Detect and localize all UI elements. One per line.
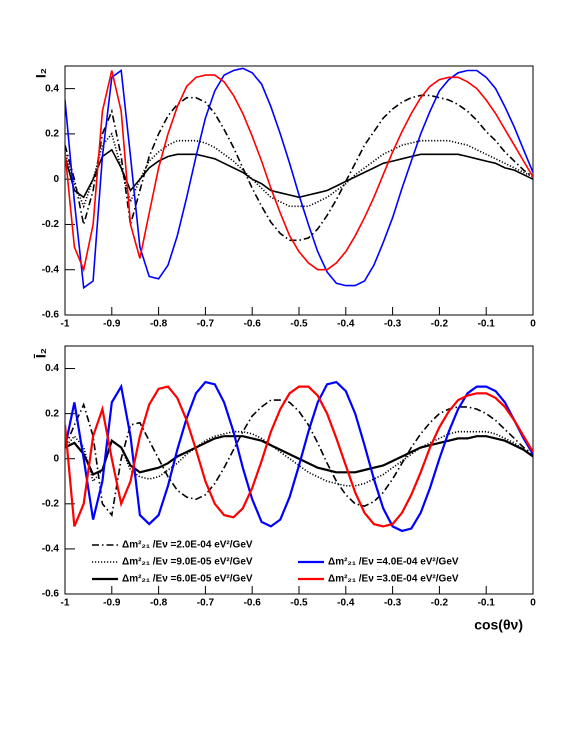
y-tick-label: 0.4 — [45, 363, 59, 374]
y-tick-label: -0.4 — [42, 264, 60, 275]
x-tick-label: -0.1 — [478, 319, 496, 330]
series-line — [65, 132, 533, 209]
y-tick-label: -0.6 — [42, 589, 60, 600]
series-line — [65, 435, 533, 476]
x-tick-label: -1 — [61, 319, 70, 330]
x-tick-label: -0.9 — [103, 598, 121, 609]
y-tick-label: 0.2 — [45, 129, 59, 140]
y-tick-label: -0.2 — [42, 219, 60, 230]
x-tick-label: -0.1 — [478, 598, 496, 609]
legend-label: Δm²₂₁ /Eν =6.0E-05 eV²/GeV — [122, 574, 253, 585]
legend-label: Δm²₂₁ /Eν =4.0E-04 eV²/GeV — [328, 557, 459, 568]
y-tick-label: -0.4 — [42, 544, 60, 555]
x-tick-label: -0.9 — [103, 319, 121, 330]
y-tick-label: 0 — [53, 174, 59, 185]
x-axis-label: cos(θν) — [474, 617, 523, 633]
y-tick-label: -0.6 — [42, 310, 60, 321]
x-tick-label: -0.2 — [431, 319, 449, 330]
x-tick-label: -0.4 — [337, 319, 355, 330]
y-axis-label: Ī₂ — [33, 348, 49, 359]
y-tick-label: 0 — [53, 453, 59, 464]
series-line — [65, 94, 533, 242]
legend-label: Δm²₂₁ /Eν =9.0E-05 eV²/GeV — [122, 557, 253, 568]
x-tick-label: -0.3 — [384, 319, 402, 330]
legend-label: Δm²₂₁ /Eν =3.0E-04 eV²/GeV — [328, 574, 459, 585]
series-line — [65, 385, 533, 528]
x-tick-label: -0.7 — [197, 319, 215, 330]
x-tick-label: 0 — [530, 319, 536, 330]
x-tick-label: -0.7 — [197, 598, 215, 609]
x-tick-label: -0.5 — [290, 598, 308, 609]
x-tick-label: -0.8 — [150, 319, 168, 330]
series-line — [65, 70, 533, 273]
y-tick-label: 0.4 — [45, 83, 59, 94]
x-tick-label: -1 — [61, 598, 70, 609]
x-tick-label: -0.8 — [150, 598, 168, 609]
series-line — [65, 430, 533, 487]
series-line — [65, 380, 533, 533]
y-axis-label: I₂ — [33, 68, 49, 78]
x-tick-label: -0.2 — [431, 598, 449, 609]
y-tick-label: 0.2 — [45, 408, 59, 419]
plot-frame — [64, 65, 534, 316]
x-tick-label: -0.6 — [244, 319, 262, 330]
x-tick-label: -0.5 — [290, 319, 308, 330]
legend-label: Δm²₂₁ /Eν =2.0E-04 eV²/GeV — [122, 540, 253, 551]
x-tick-label: -0.6 — [244, 598, 262, 609]
x-tick-label: -0.3 — [384, 598, 402, 609]
x-tick-label: 0 — [530, 598, 536, 609]
series-line — [65, 67, 533, 290]
x-tick-label: -0.4 — [337, 598, 355, 609]
y-tick-label: -0.2 — [42, 498, 60, 509]
